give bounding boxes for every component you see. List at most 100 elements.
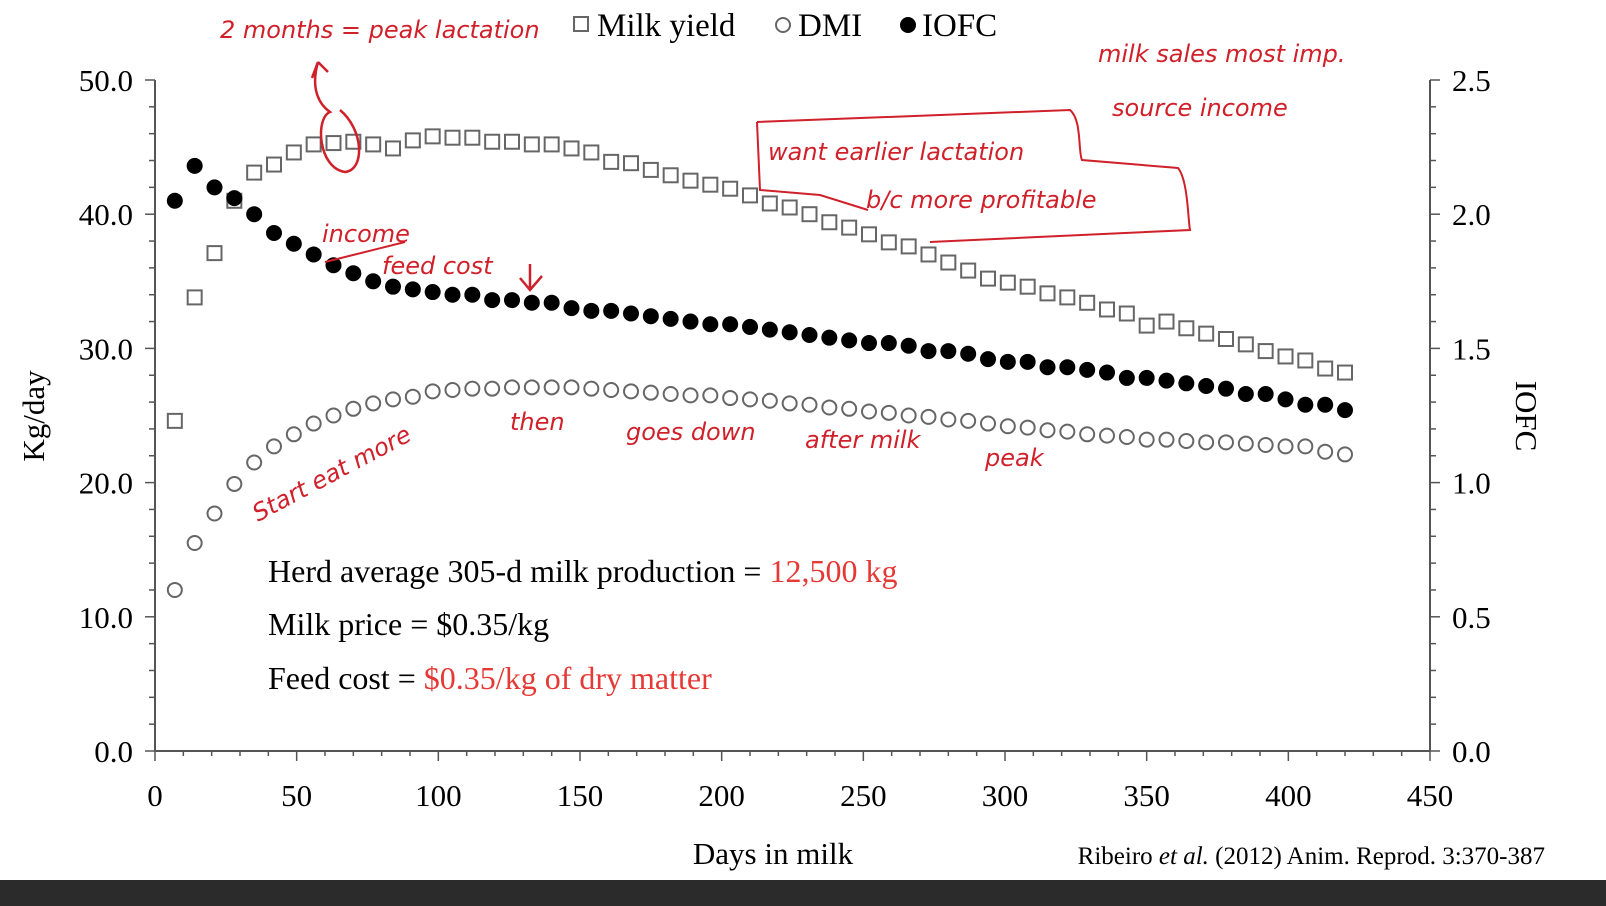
data-point-dmi <box>404 388 421 405</box>
annotation-more-profitable: b/c more profitable <box>866 186 1097 214</box>
data-point-dmi <box>1198 434 1215 451</box>
data-point-iofc <box>365 273 382 290</box>
data-point-milk-yield <box>464 129 481 146</box>
data-point-dmi <box>722 390 739 407</box>
data-point-iofc <box>999 353 1016 370</box>
data-point-dmi <box>464 380 481 397</box>
data-point-iofc <box>1158 372 1175 389</box>
data-point-milk-yield <box>900 238 917 255</box>
data-point-iofc <box>642 308 659 325</box>
citation: Ribeiro et al. (2012) Anim. Reprod. 3:37… <box>1078 843 1545 870</box>
data-point-iofc <box>166 192 183 209</box>
data-point-iofc <box>186 157 203 174</box>
annotation-feed-cost: feed cost <box>382 252 494 280</box>
data-point-iofc <box>603 302 620 319</box>
data-point-milk-yield <box>1039 285 1056 302</box>
info-line-production: Herd average 305-d milk production = 12,… <box>268 553 897 589</box>
data-point-iofc <box>563 300 580 317</box>
data-point-milk-yield <box>1337 364 1353 381</box>
data-point-iofc <box>980 351 996 368</box>
data-point-dmi <box>781 395 798 412</box>
data-point-iofc <box>285 235 302 252</box>
series-iofc <box>166 157 1353 419</box>
data-point-milk-yield <box>285 144 302 161</box>
data-point-iofc <box>702 316 719 333</box>
data-point-dmi <box>1317 443 1334 460</box>
data-point-milk-yield <box>1257 343 1274 360</box>
data-point-dmi <box>504 379 520 396</box>
data-point-iofc <box>523 294 540 311</box>
data-point-milk-yield <box>702 176 719 193</box>
data-point-dmi <box>543 379 560 396</box>
annotation-after-milk: after milk <box>805 426 922 454</box>
data-point-dmi <box>266 438 282 455</box>
data-point-iofc <box>206 179 223 196</box>
y-tick-label: 30.0 <box>79 331 133 366</box>
y-tick-label: 20.0 <box>79 466 133 501</box>
data-point-iofc <box>1138 369 1155 386</box>
handwritten-annotations: 2 months = peak lactation milk sales mos… <box>220 16 1346 527</box>
data-point-iofc <box>1118 369 1135 386</box>
data-point-dmi <box>960 412 977 429</box>
data-point-milk-yield <box>365 136 382 153</box>
data-point-dmi <box>285 426 302 443</box>
annotation-source-income: source income <box>1112 94 1288 122</box>
data-point-iofc <box>1178 375 1195 392</box>
axes: 0 50 100 150 200 250 300 350 400 450 0.0 10.0 20.0 30… <box>79 63 1491 813</box>
data-point-milk-yield <box>523 136 540 153</box>
info-line-feed-cost: Feed cost = $0.35/kg of dry matter <box>268 660 712 696</box>
data-point-iofc <box>1317 396 1334 413</box>
data-point-dmi <box>682 387 699 404</box>
data-point-iofc <box>484 292 501 309</box>
data-point-dmi <box>940 411 957 428</box>
annotation-want-earlier: want earlier lactation <box>768 138 1024 166</box>
data-point-iofc <box>246 206 263 223</box>
data-point-dmi <box>861 403 877 420</box>
annotation-peak-lactation: 2 months = peak lactation <box>220 16 540 44</box>
data-point-dmi <box>702 387 719 404</box>
data-point-dmi <box>1138 431 1155 448</box>
data-point-milk-yield <box>583 144 600 161</box>
data-point-dmi <box>801 396 818 413</box>
data-point-dmi <box>246 454 263 471</box>
data-point-iofc <box>1039 359 1056 376</box>
data-point-dmi <box>980 415 996 432</box>
data-point-milk-yield <box>940 254 957 271</box>
data-point-dmi <box>523 379 540 396</box>
data-point-dmi <box>999 418 1016 435</box>
data-point-dmi <box>1059 423 1076 440</box>
data-point-dmi <box>1178 432 1195 449</box>
data-point-milk-yield <box>1079 294 1096 311</box>
data-point-iofc <box>385 278 401 295</box>
data-point-iofc <box>345 265 362 282</box>
data-point-dmi <box>1277 438 1294 455</box>
data-point-iofc <box>880 335 897 352</box>
data-point-milk-yield <box>1099 301 1115 318</box>
data-point-milk-yield <box>246 164 263 181</box>
legend-label-milk-yield: Milk yield <box>597 8 736 44</box>
data-point-dmi <box>1337 446 1353 463</box>
data-point-dmi <box>1019 419 1036 436</box>
data-point-dmi <box>662 386 679 403</box>
data-point-milk-yield <box>920 246 937 263</box>
data-point-dmi <box>583 380 600 397</box>
y2-tick-label: 0.0 <box>1452 734 1491 769</box>
data-point-milk-yield <box>1178 320 1195 337</box>
data-point-milk-yield <box>325 135 342 152</box>
data-point-milk-yield <box>1198 325 1215 342</box>
data-point-dmi <box>1079 426 1096 443</box>
annotation-income: income <box>322 220 410 248</box>
data-point-iofc <box>583 302 600 319</box>
data-point-milk-yield <box>742 187 758 204</box>
data-point-iofc <box>1277 391 1294 408</box>
data-point-iofc <box>841 332 858 349</box>
data-point-milk-yield <box>841 219 858 236</box>
y-tick-label: 10.0 <box>79 600 133 635</box>
data-point-milk-yield <box>1277 348 1294 365</box>
data-point-iofc <box>781 324 798 341</box>
data-point-dmi <box>345 400 362 417</box>
data-point-dmi <box>1297 438 1314 455</box>
data-point-iofc <box>920 343 937 360</box>
y2-tick-label: 0.5 <box>1452 600 1491 635</box>
